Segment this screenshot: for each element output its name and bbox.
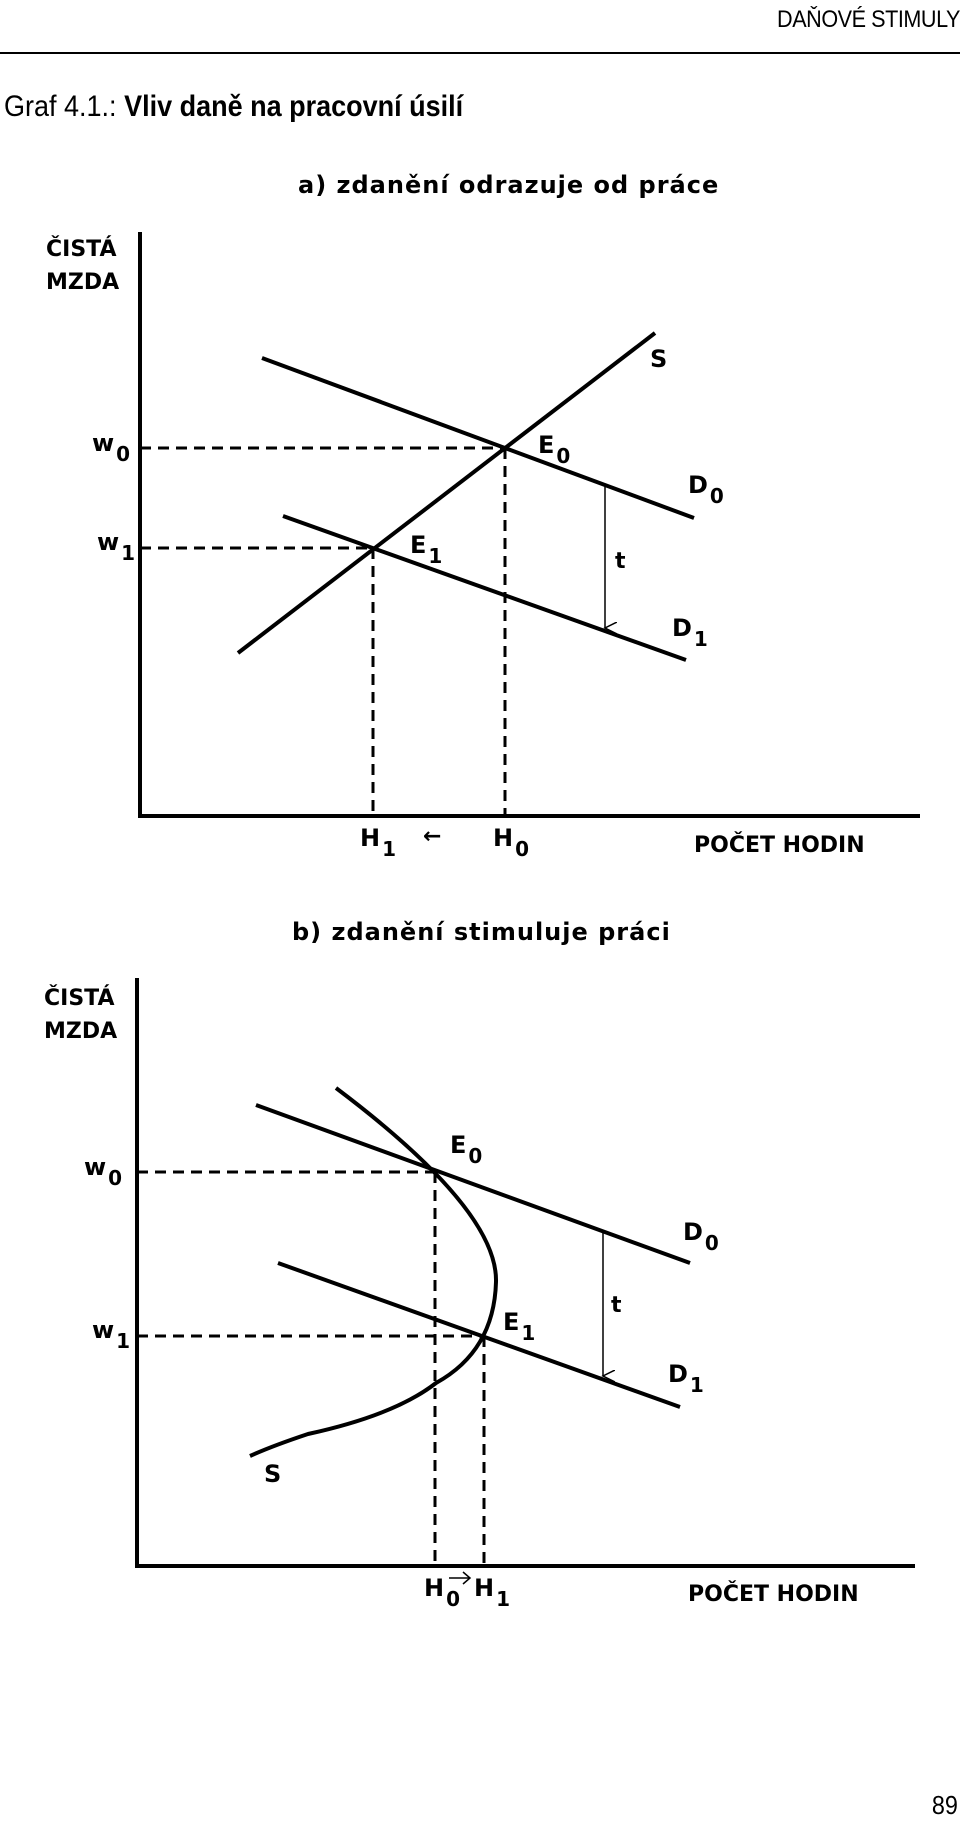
figure-caption: Graf 4.1.: Vliv daně na pracovní úsilí: [4, 90, 463, 124]
panel-a-tax-label: t: [615, 549, 626, 574]
panel-a-x-axis-label: POČET HODIN: [694, 832, 865, 858]
panel-b-shift-arrow: [449, 1571, 472, 1585]
panel-b: b) zdanění stimuluje práci ČISTÁ MZDA t …: [44, 918, 915, 1611]
panel-a-supply-curve: [236, 331, 657, 655]
panel-a-y-axis-label-line2: MZDA: [46, 270, 119, 295]
panel-a-s-label: S: [650, 345, 667, 373]
panel-b-title: b) zdanění stimuluje práci: [292, 918, 671, 946]
panel-a-y-axis-label-line1: ČISTÁ: [46, 236, 117, 262]
panel-b-tax-label: t: [611, 1293, 622, 1318]
panel-a-title: a) zdanění odrazuje od práce: [298, 171, 719, 199]
panel-a-demand-curve-d1: [282, 514, 687, 662]
panel-a: a) zdanění odrazuje od práce ČISTÁ MZDA …: [46, 171, 920, 861]
figure-number: Graf 4.1.:: [4, 90, 117, 123]
panel-b-x-axis-label: POČET HODIN: [688, 1581, 859, 1607]
panel-b-y-axis-label-line1: ČISTÁ: [44, 985, 115, 1011]
figure-title: Vliv daně na pracovní úsilí: [124, 90, 464, 123]
running-head: DAŇOVÉ STIMULY: [777, 6, 960, 33]
panel-b-y-axis-label-line2: MZDA: [44, 1019, 117, 1044]
panel-b-demand-curve-d0: [255, 1103, 691, 1265]
header-rule: [0, 52, 960, 54]
panel-a-shift-arrow: ←: [423, 824, 441, 849]
panel-b-s-label: S: [264, 1460, 281, 1488]
panel-a-demand-curve-d0: [261, 356, 695, 520]
panel-b-supply-curve: [249, 1086, 499, 1458]
page-number: 89: [931, 1790, 958, 1820]
